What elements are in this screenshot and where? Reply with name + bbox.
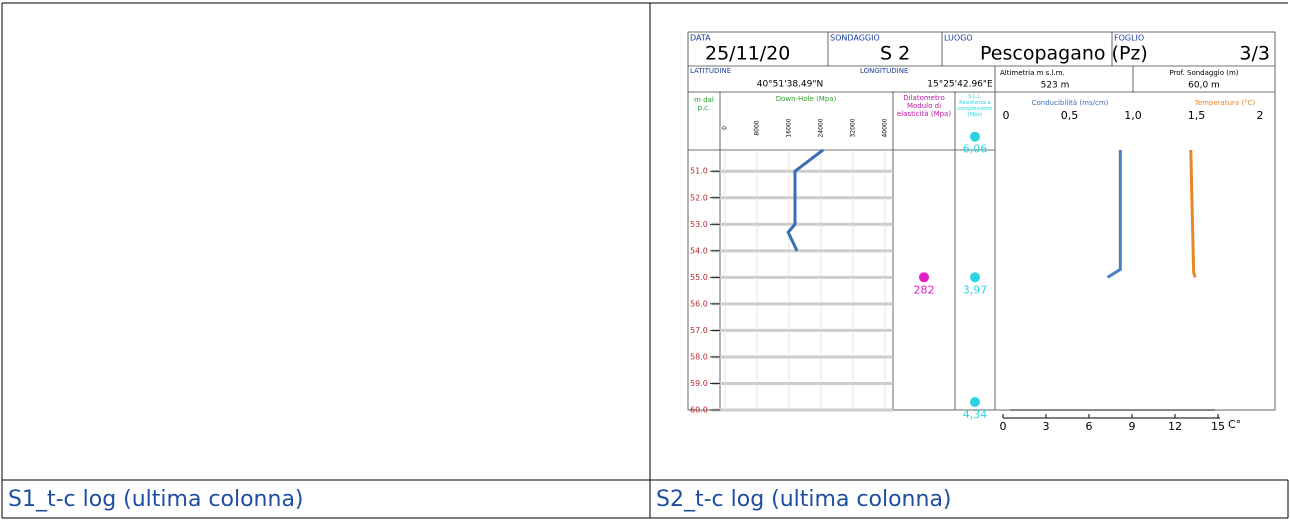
- field-label: Altimetria m s.l.m.: [1000, 69, 1065, 77]
- x-tick-label: 1,0: [1124, 109, 1142, 122]
- field-value: S 2: [880, 43, 910, 65]
- column-title-text: S.L.L. Resistenza a compressione (Mpa): [957, 94, 993, 118]
- depth-label: 56.0: [690, 299, 708, 308]
- x-tick-label: 8000: [754, 120, 761, 135]
- column-title: Down-Hole (Mpa): [776, 95, 837, 103]
- x-tick-label: 0: [1003, 109, 1010, 122]
- column-title-text: m dal p.c.: [694, 96, 714, 112]
- depth-label: 60.0: [690, 406, 708, 415]
- column-title: S.L.L. Resistenza a compressione (Mpa): [957, 94, 993, 118]
- depth-label: 59.0: [690, 379, 708, 388]
- field-value: 15°25'42.96"E: [927, 80, 993, 90]
- x-tick-label: 0,5: [1061, 109, 1079, 122]
- curve: [786, 148, 824, 252]
- field-value: 523 m: [1041, 81, 1070, 91]
- x-tick-label: 32000: [850, 118, 857, 137]
- caption: S1_t-c log (ultima colonna): [8, 487, 304, 512]
- point: [970, 272, 980, 283]
- x-tick-label: 40000: [882, 118, 889, 137]
- x-tick-label: 6: [1086, 420, 1093, 433]
- field-value: 25/11/20: [705, 43, 790, 65]
- field-label: LATITUDINE: [690, 67, 731, 75]
- column-title: Temperatura (°C): [1194, 99, 1256, 107]
- field-label: DATA: [690, 34, 711, 43]
- depth-label: 55.0: [690, 273, 708, 282]
- field-label: Prof. Sondaggio (m): [1169, 69, 1238, 77]
- depth-label: 52.0: [690, 193, 708, 202]
- x-tick-label: 3: [1043, 420, 1050, 433]
- value-label: 4,34: [963, 408, 988, 421]
- x-tick-label: 9: [1129, 420, 1136, 433]
- field-value: Pescopagano (Pz): [980, 43, 1148, 65]
- curve: [1106, 150, 1122, 279]
- value-label: 6,06: [963, 143, 988, 156]
- log-frame: [687, 31, 1276, 411]
- x-tick-label: 0: [722, 126, 729, 130]
- field-label: LUOGO: [944, 34, 973, 43]
- field-label: LONGITUDINE: [860, 67, 908, 75]
- field-value: 3/3: [1239, 43, 1270, 65]
- log-header: DATA 25/11/20 SONDAGGIO S 2 LUOGO Pescop…: [690, 34, 1270, 91]
- depth-label: 58.0: [690, 352, 708, 361]
- column-title: m dal p.c.: [694, 96, 714, 112]
- depth-label: 57.0: [690, 326, 708, 335]
- x-tick-label: 15: [1211, 420, 1225, 433]
- depth-label: 51.0: [690, 167, 708, 176]
- point: [970, 131, 980, 142]
- caption: S2_t-c log (ultima colonna): [656, 487, 952, 512]
- x-tick-label: 0: [1000, 420, 1007, 433]
- curve: [1189, 149, 1197, 278]
- point: [970, 397, 980, 407]
- point: [919, 272, 929, 283]
- field-value: 60,0 m: [1188, 81, 1220, 91]
- value-label: 282: [914, 283, 935, 296]
- x-tick-label: 16000: [786, 118, 793, 137]
- depth-label: 53.0: [690, 220, 708, 229]
- column-title: Conducibilità (ms/cm): [1032, 99, 1109, 107]
- field-label: FOGLIO: [1114, 34, 1144, 43]
- x-tick-label: 1,5: [1188, 109, 1206, 122]
- column-title: Dilatometro Modulo di elasticità (Mpa): [896, 94, 952, 118]
- axis-unit: C°: [1228, 418, 1241, 431]
- field-label: SONDAGGIO: [830, 34, 880, 43]
- field-value: 40°51'38.49"N: [757, 80, 824, 90]
- depth-label: 54.0: [690, 246, 708, 255]
- x-tick-label: 2: [1257, 109, 1264, 122]
- value-label: 3,97: [963, 283, 988, 296]
- x-tick-label: 12: [1168, 420, 1182, 433]
- x-tick-label: 24000: [818, 118, 825, 137]
- column-title-text: Dilatometro Modulo di elasticità (Mpa): [896, 94, 952, 118]
